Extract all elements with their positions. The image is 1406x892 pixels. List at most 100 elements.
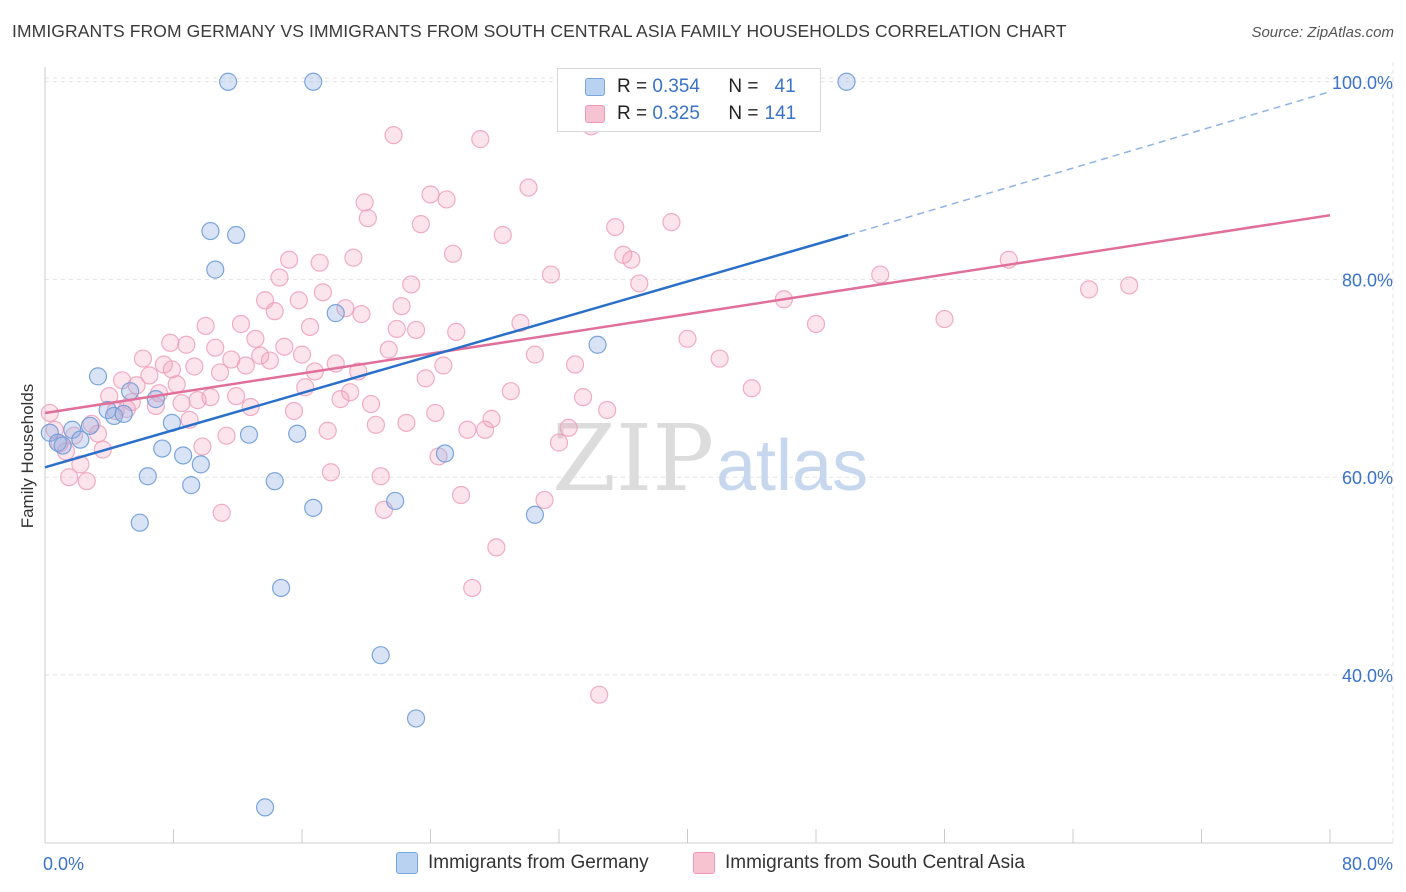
data-point-germany	[174, 446, 193, 465]
data-point-germany	[406, 709, 426, 728]
data-point-south-central-asia	[630, 274, 649, 293]
legend-swatch-germany	[396, 852, 418, 874]
data-point-germany	[191, 455, 210, 474]
data-point-south-central-asia	[402, 275, 421, 294]
data-point-south-central-asia	[397, 413, 416, 432]
data-point-south-central-asia	[140, 366, 159, 385]
data-point-south-central-asia	[371, 467, 390, 486]
data-point-south-central-asia	[313, 283, 332, 302]
data-point-germany	[304, 72, 323, 91]
data-point-south-central-asia	[1120, 276, 1139, 295]
data-point-germany	[435, 444, 455, 463]
data-point-south-central-asia	[352, 304, 371, 324]
data-point-south-central-asia	[742, 379, 761, 398]
data-point-south-central-asia	[482, 409, 501, 428]
data-point-south-central-asia	[535, 490, 554, 510]
n-value: 141	[764, 103, 797, 124]
data-point-germany	[146, 390, 165, 409]
data-point-south-central-asia	[212, 503, 231, 522]
data-point-south-central-asia	[177, 335, 196, 354]
y-tick-label: 40.0%	[1342, 666, 1393, 686]
data-point-south-central-asia	[590, 685, 609, 704]
data-point-germany	[304, 498, 323, 517]
data-point-south-central-asia	[519, 178, 538, 197]
data-point-south-central-asia	[662, 213, 681, 232]
data-point-south-central-asia	[493, 225, 512, 245]
data-point-south-central-asia	[463, 578, 482, 598]
data-point-south-central-asia	[501, 382, 520, 401]
data-point-germany	[588, 335, 607, 354]
data-point-germany	[48, 433, 67, 452]
data-point-germany	[182, 476, 201, 495]
data-point-germany	[130, 513, 149, 532]
legend-item-south-central-asia[interactable]: Immigrants from South Central Asia	[693, 852, 1025, 874]
source-label: Source: ZipAtlas.com	[1251, 24, 1394, 41]
legend-swatch-south-central-asia	[693, 852, 715, 874]
legend-item-germany[interactable]: Immigrants from Germany	[396, 852, 649, 874]
data-point-germany	[88, 367, 108, 386]
data-point-south-central-asia	[206, 338, 225, 357]
data-point-south-central-asia	[806, 314, 826, 334]
data-point-germany	[153, 439, 172, 458]
data-point-south-central-asia	[161, 333, 180, 352]
data-point-south-central-asia	[384, 126, 403, 145]
data-point-south-central-asia	[321, 463, 341, 482]
data-point-south-central-asia	[310, 253, 329, 272]
data-point-south-central-asia	[344, 248, 363, 267]
data-point-south-central-asia	[133, 349, 153, 368]
series-germany	[40, 72, 856, 817]
data-point-germany	[525, 505, 545, 524]
data-point-germany	[265, 472, 284, 491]
r-value: 0.325	[652, 103, 700, 124]
data-point-germany	[219, 72, 238, 91]
r-label: R =	[617, 76, 648, 97]
data-point-south-central-asia	[280, 250, 299, 269]
trend-line-south-central-asia	[44, 213, 1331, 415]
data-point-south-central-asia	[300, 317, 320, 337]
chart-title: IMMIGRANTS FROM GERMANY VS IMMIGRANTS FR…	[12, 21, 1067, 41]
data-point-south-central-asia	[426, 403, 445, 423]
data-point-germany	[371, 646, 390, 665]
data-point-south-central-asia	[167, 375, 186, 394]
data-point-south-central-asia	[260, 351, 279, 370]
trend-line-germany-extension	[847, 90, 1331, 236]
data-point-south-central-asia	[392, 297, 411, 316]
series-south-central-asia	[40, 98, 1139, 704]
data-point-germany	[272, 578, 291, 598]
axes	[44, 67, 1393, 844]
data-point-south-central-asia	[236, 356, 255, 375]
data-point-south-central-asia	[387, 319, 406, 339]
data-point-germany	[114, 404, 133, 424]
data-point-south-central-asia	[598, 400, 617, 420]
data-point-south-central-asia	[227, 387, 246, 406]
data-point-south-central-asia	[251, 346, 270, 365]
data-point-germany	[227, 225, 246, 245]
data-point-germany	[837, 72, 856, 91]
data-point-south-central-asia	[406, 320, 426, 340]
data-point-south-central-asia	[331, 390, 350, 409]
data-point-south-central-asia	[411, 215, 430, 234]
r-label: R =	[617, 103, 648, 124]
n-value: 41	[774, 76, 796, 97]
grid-lines	[45, 62, 1394, 843]
stats-row-germany: R = 0.354 N = 41	[558, 74, 796, 100]
data-point-south-central-asia	[549, 433, 569, 452]
data-point-south-central-asia	[421, 185, 440, 204]
data-point-south-central-asia	[573, 388, 593, 407]
data-point-south-central-asia	[201, 388, 220, 407]
y-tick-label: 80.0%	[1342, 270, 1393, 290]
data-point-south-central-asia	[210, 363, 230, 382]
data-point-south-central-asia	[196, 316, 215, 336]
data-point-south-central-asia	[443, 244, 463, 263]
tick-labels: 40.0% 60.0% 80.0% 100.0% 0.0% 80.0%	[43, 73, 1393, 874]
data-point-germany	[326, 304, 345, 323]
y-tick-label: 100.0%	[1332, 73, 1393, 93]
data-point-south-central-asia	[458, 420, 477, 439]
data-point-south-central-asia	[525, 345, 545, 364]
data-point-germany	[121, 382, 140, 401]
data-point-south-central-asia	[366, 415, 385, 434]
data-point-south-central-asia	[270, 268, 289, 287]
data-point-south-central-asia	[341, 383, 360, 402]
data-point-south-central-asia	[355, 193, 374, 212]
stats-row-south-central-asia: R = 0.325 N = 141	[558, 101, 796, 127]
